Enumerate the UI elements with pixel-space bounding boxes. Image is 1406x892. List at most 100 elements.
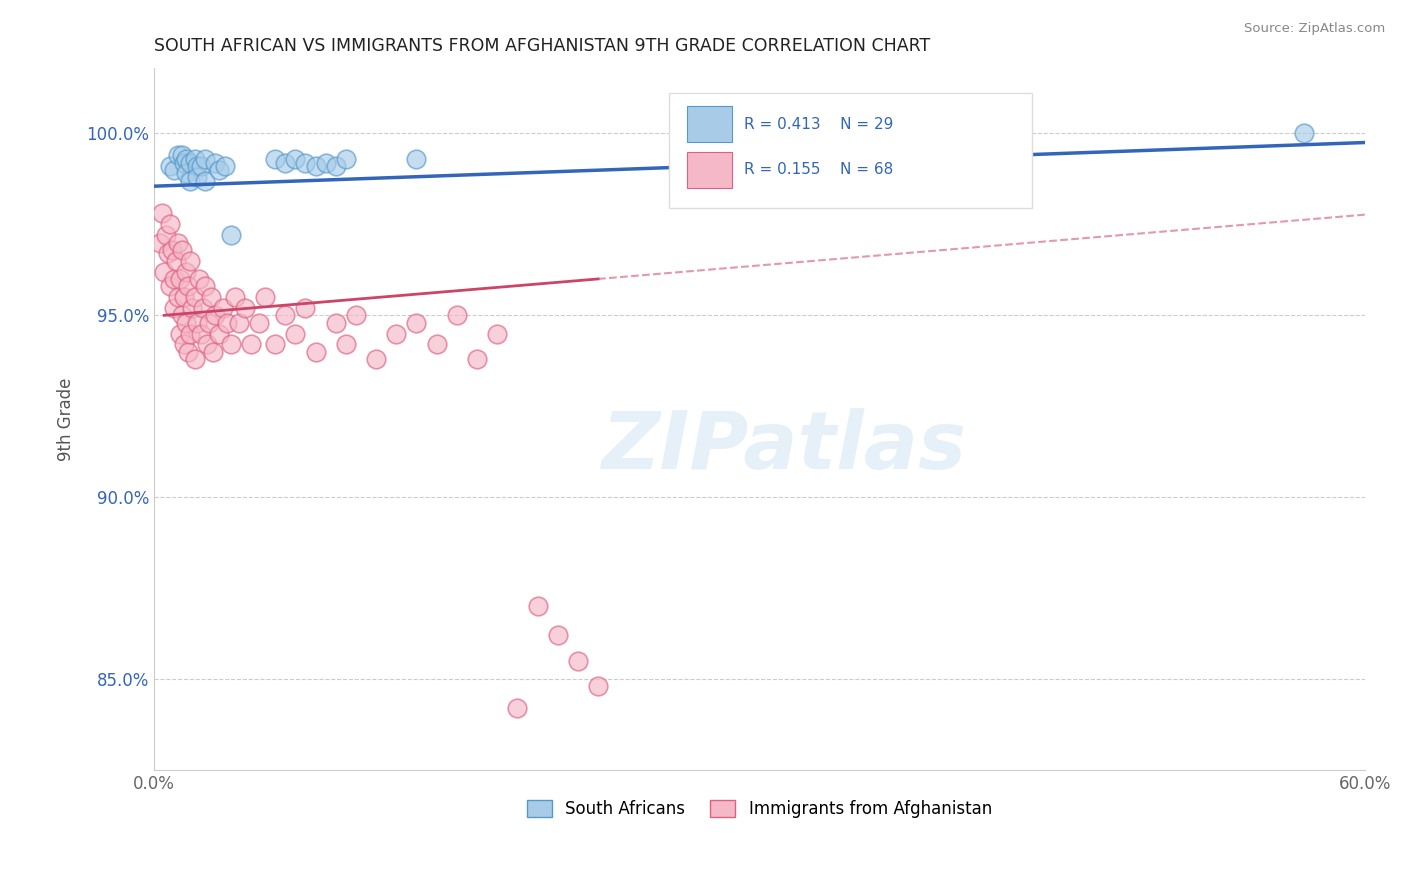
Y-axis label: 9th Grade: 9th Grade — [58, 377, 75, 460]
Point — [335, 152, 357, 166]
Point — [325, 316, 347, 330]
Text: SOUTH AFRICAN VS IMMIGRANTS FROM AFGHANISTAN 9TH GRADE CORRELATION CHART: SOUTH AFRICAN VS IMMIGRANTS FROM AFGHANI… — [155, 37, 931, 55]
Point — [179, 326, 201, 341]
Point — [176, 265, 198, 279]
Text: R = 0.413    N = 29: R = 0.413 N = 29 — [744, 117, 893, 132]
Point — [200, 290, 222, 304]
Point — [194, 279, 217, 293]
Point — [190, 326, 212, 341]
Point — [264, 152, 287, 166]
Point — [183, 152, 205, 166]
Point — [486, 326, 509, 341]
Point — [284, 152, 307, 166]
Point — [165, 253, 187, 268]
Text: R = 0.155    N = 68: R = 0.155 N = 68 — [744, 162, 893, 178]
Point — [179, 174, 201, 188]
Point — [187, 272, 209, 286]
Point — [181, 301, 204, 315]
Text: Source: ZipAtlas.com: Source: ZipAtlas.com — [1244, 22, 1385, 36]
Point — [163, 272, 186, 286]
Point — [172, 148, 194, 162]
Point — [547, 628, 569, 642]
Point — [344, 308, 367, 322]
Point — [405, 152, 427, 166]
Point — [157, 246, 180, 260]
Point — [586, 679, 609, 693]
Point — [567, 654, 589, 668]
Point — [186, 316, 208, 330]
Point — [167, 235, 190, 250]
FancyBboxPatch shape — [669, 93, 1032, 209]
Point — [224, 290, 246, 304]
Point — [219, 337, 242, 351]
Point — [294, 301, 316, 315]
Point — [155, 228, 177, 243]
Point — [208, 162, 231, 177]
Point — [194, 152, 217, 166]
Point — [506, 701, 529, 715]
Point — [176, 166, 198, 180]
Point — [162, 243, 184, 257]
Point — [163, 162, 186, 177]
Point — [208, 326, 231, 341]
Point — [228, 316, 250, 330]
Point — [204, 308, 226, 322]
Point — [163, 301, 186, 315]
Point — [149, 235, 172, 250]
FancyBboxPatch shape — [688, 106, 731, 143]
Point — [247, 316, 270, 330]
Point — [172, 243, 194, 257]
Point — [294, 155, 316, 169]
Point — [240, 337, 263, 351]
Point — [172, 308, 194, 322]
Legend: South Africans, Immigrants from Afghanistan: South Africans, Immigrants from Afghanis… — [520, 793, 998, 825]
Point — [284, 326, 307, 341]
Point — [186, 159, 208, 173]
Point — [1294, 127, 1316, 141]
Point — [304, 159, 326, 173]
Point — [233, 301, 256, 315]
Point — [159, 159, 181, 173]
Point — [167, 148, 190, 162]
Point — [254, 290, 277, 304]
Point — [335, 337, 357, 351]
Point — [183, 290, 205, 304]
Point — [179, 155, 201, 169]
Point — [153, 265, 176, 279]
Point — [167, 290, 190, 304]
Point — [215, 316, 238, 330]
Point — [405, 316, 427, 330]
Point — [274, 155, 297, 169]
Point — [179, 253, 201, 268]
Point — [201, 344, 224, 359]
Text: ZIPatlas: ZIPatlas — [602, 408, 966, 486]
Point — [211, 301, 233, 315]
Point — [183, 351, 205, 366]
Point — [195, 337, 218, 351]
Point — [173, 290, 195, 304]
Point — [173, 155, 195, 169]
Point — [190, 159, 212, 173]
Point — [214, 159, 236, 173]
Point — [194, 174, 217, 188]
Point — [177, 344, 200, 359]
Point — [465, 351, 488, 366]
Point — [446, 308, 468, 322]
Point — [176, 152, 198, 166]
Point — [176, 316, 198, 330]
Point — [219, 228, 242, 243]
FancyBboxPatch shape — [688, 152, 731, 188]
Point — [159, 218, 181, 232]
Point — [264, 337, 287, 351]
Point — [169, 326, 191, 341]
Point — [186, 170, 208, 185]
Point — [385, 326, 408, 341]
Point — [366, 351, 388, 366]
Point — [197, 316, 219, 330]
Point — [325, 159, 347, 173]
Point — [150, 206, 173, 220]
Point — [169, 272, 191, 286]
Point — [426, 337, 449, 351]
Point — [526, 599, 548, 614]
Point — [177, 279, 200, 293]
